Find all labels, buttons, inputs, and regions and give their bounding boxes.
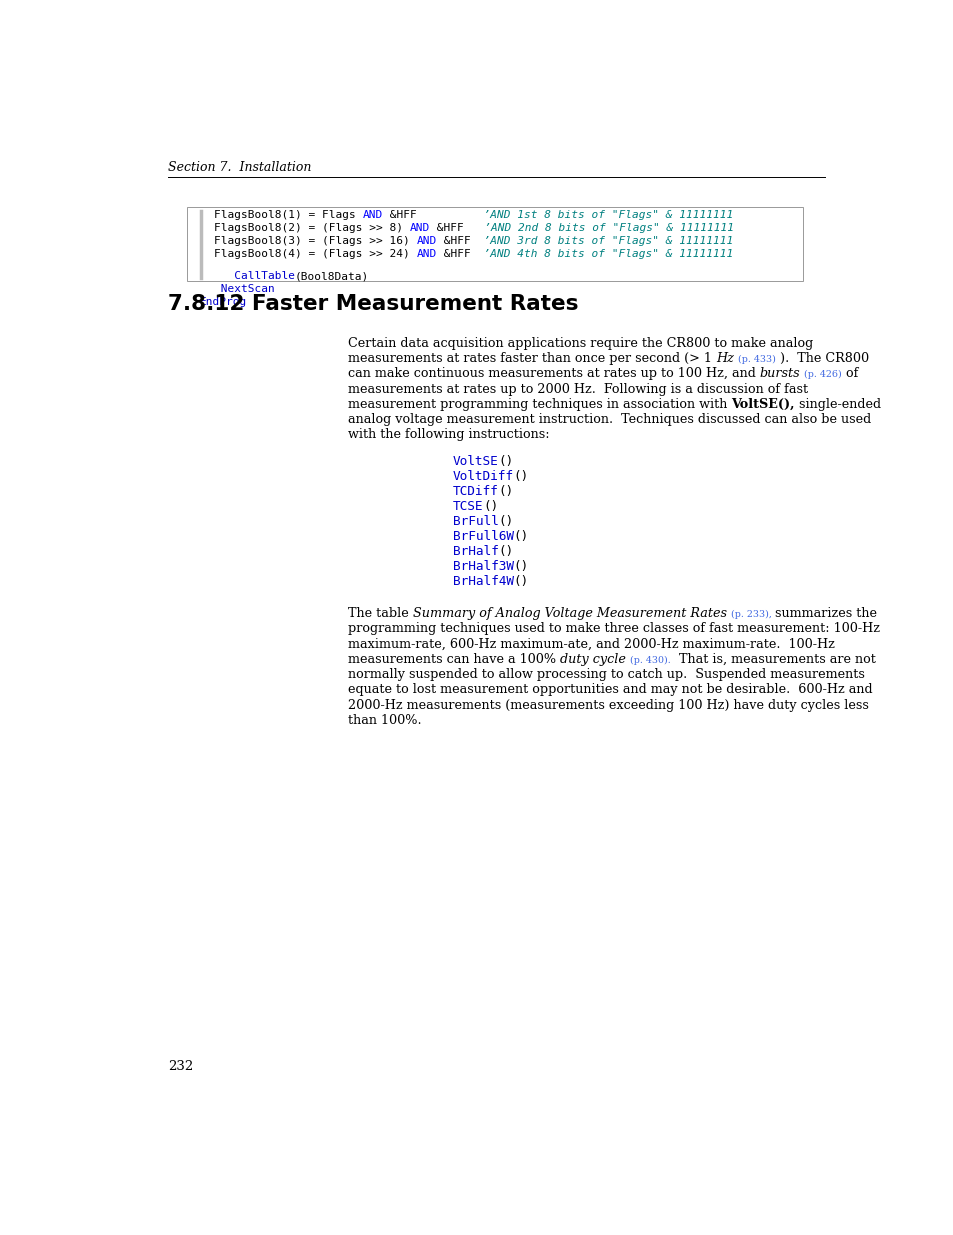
Text: 7.8.12 Faster Measurement Rates: 7.8.12 Faster Measurement Rates	[168, 294, 578, 314]
Text: with the following instructions:: with the following instructions:	[348, 429, 549, 441]
Text: (p. 233),: (p. 233),	[730, 610, 771, 619]
Text: TCDiff: TCDiff	[452, 485, 497, 498]
Text: EndProg: EndProg	[199, 298, 247, 308]
Text: Section 7.  Installation: Section 7. Installation	[168, 162, 311, 174]
Text: FlagsBool8(3) = (Flags >> 16): FlagsBool8(3) = (Flags >> 16)	[213, 236, 416, 246]
Text: of: of	[841, 367, 858, 380]
Text: normally suspended to allow processing to catch up.  Suspended measurements: normally suspended to allow processing t…	[348, 668, 863, 682]
Text: BrFull6W: BrFull6W	[452, 530, 513, 543]
Text: VoltDiff: VoltDiff	[452, 471, 513, 483]
Text: ).  The CR800: ). The CR800	[775, 352, 868, 366]
Text: AND: AND	[362, 210, 382, 220]
Text: BrHalf: BrHalf	[452, 545, 497, 558]
Text: BrFull: BrFull	[452, 515, 497, 529]
Text: &HFF: &HFF	[436, 236, 470, 246]
Text: CallTable: CallTable	[213, 272, 294, 282]
Text: Summary of Analog Voltage Measurement Rates: Summary of Analog Voltage Measurement Ra…	[413, 608, 726, 620]
Text: (p. 426): (p. 426)	[803, 370, 841, 379]
Text: bursts: bursts	[759, 367, 800, 380]
Text: duty cycle: duty cycle	[559, 653, 625, 666]
Text: measurement programming techniques in association with: measurement programming techniques in as…	[348, 398, 731, 411]
Text: maximum-rate, 600-Hz maximum-ate, and 2000-Hz maximum-rate.  100-Hz: maximum-rate, 600-Hz maximum-ate, and 20…	[348, 637, 834, 651]
Text: measurements at rates up to 2000 Hz.  Following is a discussion of fast: measurements at rates up to 2000 Hz. Fol…	[348, 383, 807, 395]
Text: FlagsBool8(2) = (Flags >> 8): FlagsBool8(2) = (Flags >> 8)	[213, 224, 409, 233]
Text: ’AND 1st 8 bits of "Flags" & 11111111: ’AND 1st 8 bits of "Flags" & 11111111	[416, 210, 733, 220]
Text: BrHalf4W: BrHalf4W	[452, 576, 513, 588]
Text: TCSE: TCSE	[452, 500, 482, 514]
Text: &HFF: &HFF	[382, 210, 416, 220]
Text: analog voltage measurement instruction.  Techniques discussed can also be used: analog voltage measurement instruction. …	[348, 412, 870, 426]
Text: (p. 430).: (p. 430).	[629, 656, 670, 664]
Text: AND: AND	[409, 224, 430, 233]
Text: (): ()	[513, 471, 528, 483]
Text: (): ()	[497, 456, 513, 468]
Text: measurements can have a 100%: measurements can have a 100%	[348, 653, 559, 666]
Text: ’AND 2nd 8 bits of "Flags" & 11111111: ’AND 2nd 8 bits of "Flags" & 11111111	[463, 224, 733, 233]
Text: (Bool8Data): (Bool8Data)	[294, 272, 369, 282]
Text: 232: 232	[168, 1060, 193, 1073]
Text: equate to lost measurement opportunities and may not be desirable.  600-Hz and: equate to lost measurement opportunities…	[348, 683, 872, 697]
Text: &HFF: &HFF	[430, 224, 463, 233]
Text: summarizes the: summarizes the	[771, 608, 877, 620]
Text: 2000-Hz measurements (measurements exceeding 100 Hz) have duty cycles less: 2000-Hz measurements (measurements excee…	[348, 699, 868, 711]
Text: programming techniques used to make three classes of fast measurement: 100-Hz: programming techniques used to make thre…	[348, 622, 879, 636]
Text: NextScan: NextScan	[213, 284, 274, 294]
Text: (): ()	[497, 515, 513, 529]
Text: The table: The table	[348, 608, 413, 620]
Text: (): ()	[497, 545, 513, 558]
Text: That is, measurements are not: That is, measurements are not	[670, 653, 875, 666]
Text: single-ended: single-ended	[794, 398, 880, 411]
Text: FlagsBool8(4) = (Flags >> 24): FlagsBool8(4) = (Flags >> 24)	[213, 249, 416, 259]
Text: FlagsBool8(1) = Flags: FlagsBool8(1) = Flags	[213, 210, 362, 220]
Text: (): ()	[482, 500, 497, 514]
Text: VoltSE(),: VoltSE(),	[731, 398, 794, 411]
Text: (): ()	[497, 485, 513, 498]
Text: can make continuous measurements at rates up to 100 Hz, and: can make continuous measurements at rate…	[348, 367, 759, 380]
Text: BrHalf3W: BrHalf3W	[452, 561, 513, 573]
Text: AND: AND	[416, 249, 436, 259]
Text: AND: AND	[416, 236, 436, 246]
Text: than 100%.: than 100%.	[348, 714, 421, 727]
Text: measurements at rates faster than once per second (> 1: measurements at rates faster than once p…	[348, 352, 715, 366]
Text: (p. 433): (p. 433)	[737, 354, 775, 364]
Text: &HFF: &HFF	[436, 249, 470, 259]
Text: ’AND 3rd 8 bits of "Flags" & 11111111: ’AND 3rd 8 bits of "Flags" & 11111111	[470, 236, 733, 246]
Text: ’AND 4th 8 bits of "Flags" & 11111111: ’AND 4th 8 bits of "Flags" & 11111111	[470, 249, 733, 259]
Text: Certain data acquisition applications require the CR800 to make analog: Certain data acquisition applications re…	[348, 337, 812, 350]
Bar	[187, 207, 802, 282]
Text: (): ()	[513, 530, 528, 543]
Text: VoltSE: VoltSE	[452, 456, 497, 468]
Text: Hz: Hz	[715, 352, 733, 366]
Text: (): ()	[513, 576, 528, 588]
Text: (): ()	[513, 561, 528, 573]
